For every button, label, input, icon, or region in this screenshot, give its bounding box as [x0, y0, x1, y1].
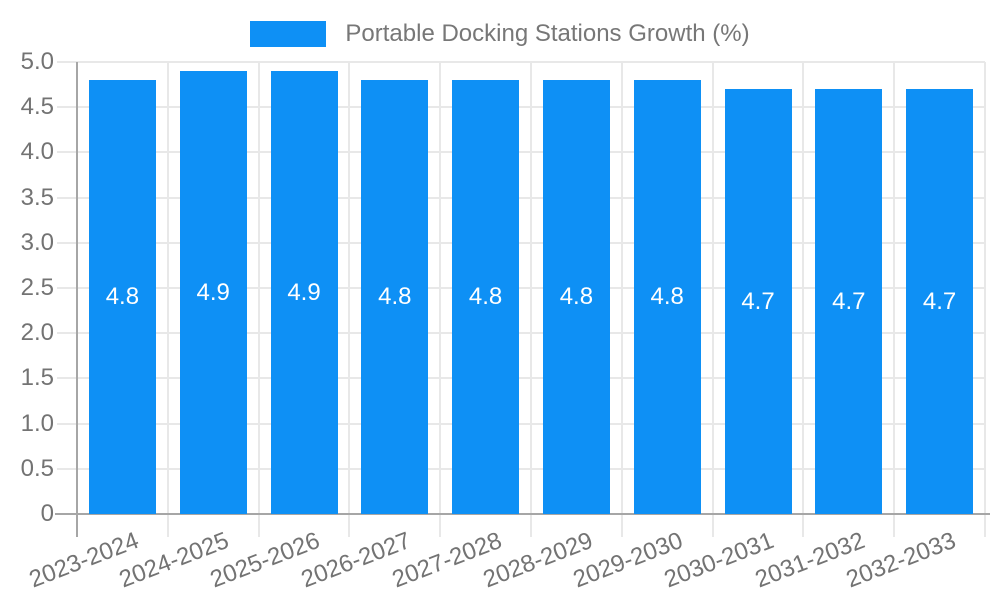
h-gridline: [57, 467, 985, 470]
h-gridline: [57, 377, 985, 380]
v-gridline: [166, 62, 169, 537]
bar-2030-2031[interactable]: 4.7: [724, 89, 792, 514]
y-tick-label: 3.0: [20, 228, 54, 256]
y-tick-label: 2.0: [20, 319, 54, 347]
y-tick-label: 2.5: [20, 274, 54, 301]
h-gridline: [57, 287, 985, 289]
y-tick-label: 0: [40, 500, 54, 527]
v-gridline: [984, 62, 986, 537]
v-gridline: [802, 62, 805, 537]
h-gridline: [57, 106, 985, 109]
v-gridline: [439, 62, 442, 537]
bar-value-label: 4.9: [287, 278, 321, 306]
v-gridline: [257, 62, 260, 537]
v-gridline: [893, 62, 896, 537]
bar-value-label: 4.8: [378, 283, 412, 311]
v-gridline: [620, 62, 623, 537]
h-gridline: [57, 241, 985, 244]
bar-2032-2033[interactable]: 4.7: [906, 89, 974, 514]
x-axis-line: [55, 513, 990, 515]
h-gridline: [57, 61, 985, 63]
bar-value-label: 4.8: [105, 283, 140, 311]
bar-2024-2025[interactable]: 4.9: [179, 71, 247, 514]
bar-2031-2032[interactable]: 4.7: [815, 89, 883, 514]
bar-2025-2026[interactable]: 4.9: [270, 71, 338, 514]
v-gridline: [530, 62, 532, 537]
bar-value-label: 4.8: [559, 283, 594, 311]
h-gridline: [57, 422, 985, 425]
bar-2028-2029[interactable]: 4.8: [542, 80, 610, 514]
bar-2027-2028[interactable]: 4.8: [452, 80, 520, 514]
h-gridline: [57, 196, 985, 199]
y-tick-label: 5.0: [20, 48, 54, 75]
v-gridline: [711, 62, 714, 537]
h-gridline: [57, 332, 985, 335]
y-tick-label: 3.5: [20, 183, 54, 211]
y-tick-label: 4.0: [20, 138, 54, 166]
legend-swatch-icon: [250, 21, 327, 47]
bar-2029-2030[interactable]: 4.8: [633, 80, 701, 514]
y-tick-label: 1.0: [20, 409, 54, 437]
bar-2023-2024[interactable]: 4.8: [88, 80, 156, 514]
bar-value-label: 4.8: [468, 283, 503, 311]
legend-label: Portable Docking Stations Growth (%): [345, 20, 750, 47]
chart-legend[interactable]: Portable Docking Stations Growth (%): [0, 18, 1000, 50]
y-tick-label: 0.5: [20, 454, 54, 482]
bar-value-label: 4.9: [196, 278, 230, 306]
y-axis-line: [76, 62, 78, 537]
bar-value-label: 4.7: [741, 287, 775, 315]
v-gridline: [348, 62, 351, 537]
y-tick-label: 4.5: [20, 93, 54, 121]
h-gridline: [57, 151, 985, 154]
bar-value-label: 4.7: [922, 287, 957, 315]
y-tick-label: 1.5: [20, 364, 54, 392]
bar-2026-2027[interactable]: 4.8: [361, 80, 429, 514]
bar-value-label: 4.7: [832, 287, 866, 315]
bar-value-label: 4.8: [650, 283, 684, 311]
